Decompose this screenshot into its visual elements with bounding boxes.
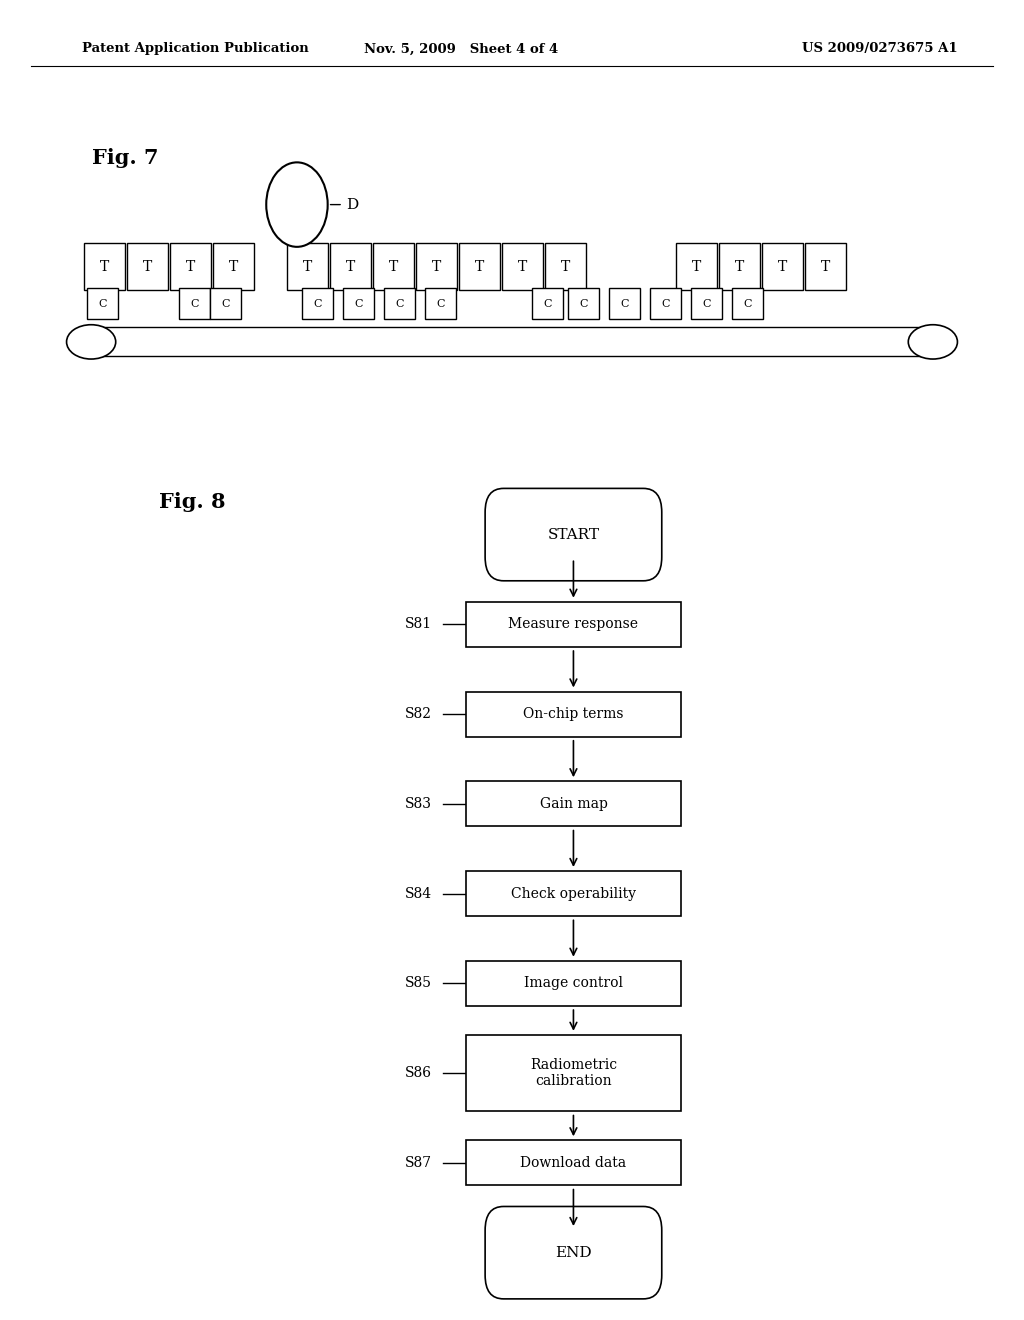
Text: T: T [99,260,110,273]
Text: T: T [431,260,441,273]
FancyBboxPatch shape [373,243,414,290]
Text: Check operability: Check operability [511,887,636,900]
FancyBboxPatch shape [719,243,760,290]
Text: Fig. 7: Fig. 7 [92,148,159,169]
FancyBboxPatch shape [609,288,640,319]
Text: C: C [221,298,229,309]
FancyBboxPatch shape [805,243,846,290]
Text: T: T [734,260,744,273]
Text: Fig. 8: Fig. 8 [159,491,225,512]
FancyBboxPatch shape [127,243,168,290]
Text: T: T [345,260,355,273]
FancyBboxPatch shape [691,288,722,319]
Text: Download data: Download data [520,1156,627,1170]
Text: C: C [702,298,711,309]
Bar [91,327,933,356]
Ellipse shape [908,325,957,359]
Text: T: T [302,260,312,273]
FancyBboxPatch shape [425,288,456,319]
FancyBboxPatch shape [466,871,681,916]
Text: C: C [313,298,322,309]
Text: Patent Application Publication: Patent Application Publication [82,42,308,55]
Text: Nov. 5, 2009   Sheet 4 of 4: Nov. 5, 2009 Sheet 4 of 4 [364,42,558,55]
Ellipse shape [266,162,328,247]
FancyBboxPatch shape [416,243,457,290]
FancyBboxPatch shape [545,243,586,290]
Text: C: C [436,298,444,309]
Text: T: T [820,260,830,273]
FancyBboxPatch shape [485,488,662,581]
Text: T: T [185,260,196,273]
FancyBboxPatch shape [213,243,254,290]
Text: T: T [142,260,153,273]
Text: C: C [621,298,629,309]
Text: On-chip terms: On-chip terms [523,708,624,721]
Text: C: C [662,298,670,309]
Text: S86: S86 [404,1067,431,1080]
Text: S82: S82 [404,708,431,721]
Text: Image control: Image control [524,977,623,990]
Text: S84: S84 [404,887,431,900]
FancyBboxPatch shape [343,288,374,319]
Text: T: T [517,260,527,273]
FancyBboxPatch shape [676,243,717,290]
FancyBboxPatch shape [170,243,211,290]
Ellipse shape [67,325,116,359]
FancyBboxPatch shape [762,243,803,290]
Text: START: START [548,528,599,541]
Text: S87: S87 [404,1156,431,1170]
Text: C: C [354,298,362,309]
FancyBboxPatch shape [568,288,599,319]
Text: D: D [346,198,358,211]
FancyBboxPatch shape [732,288,763,319]
Text: Radiometric
calibration: Radiometric calibration [529,1059,617,1088]
FancyBboxPatch shape [210,288,241,319]
FancyBboxPatch shape [466,1140,681,1185]
Text: T: T [777,260,787,273]
FancyBboxPatch shape [532,288,563,319]
Text: C: C [580,298,588,309]
Text: T: T [691,260,701,273]
FancyBboxPatch shape [466,602,681,647]
Text: T: T [560,260,570,273]
Text: S83: S83 [404,797,431,810]
FancyBboxPatch shape [87,288,118,319]
FancyBboxPatch shape [459,243,500,290]
FancyBboxPatch shape [330,243,371,290]
Text: US 2009/0273675 A1: US 2009/0273675 A1 [802,42,957,55]
FancyBboxPatch shape [302,288,333,319]
Text: Measure response: Measure response [509,618,638,631]
Text: T: T [228,260,239,273]
Text: C: C [98,298,106,309]
FancyBboxPatch shape [466,781,681,826]
FancyBboxPatch shape [466,961,681,1006]
FancyBboxPatch shape [466,1035,681,1111]
Text: C: C [395,298,403,309]
FancyBboxPatch shape [650,288,681,319]
Text: END: END [555,1246,592,1259]
FancyBboxPatch shape [502,243,543,290]
Text: C: C [190,298,199,309]
FancyBboxPatch shape [384,288,415,319]
Text: C: C [743,298,752,309]
FancyBboxPatch shape [466,692,681,737]
Text: T: T [474,260,484,273]
FancyBboxPatch shape [84,243,125,290]
FancyBboxPatch shape [485,1206,662,1299]
Text: T: T [388,260,398,273]
Text: Gain map: Gain map [540,797,607,810]
Text: S85: S85 [404,977,431,990]
FancyBboxPatch shape [287,243,328,290]
Text: C: C [544,298,552,309]
Text: S81: S81 [404,618,431,631]
FancyBboxPatch shape [179,288,210,319]
